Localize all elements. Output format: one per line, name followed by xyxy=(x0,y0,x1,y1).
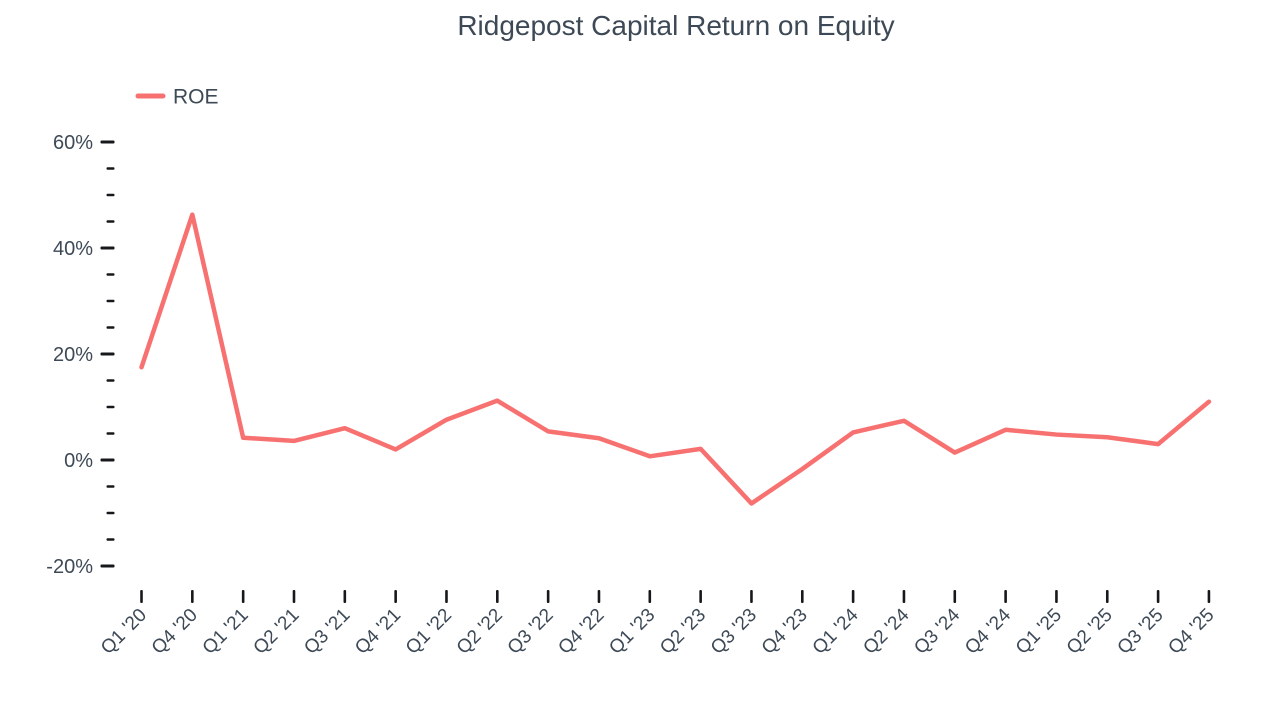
chart-title: Ridgepost Capital Return on Equity xyxy=(457,10,894,41)
x-tick-label: Q1 '25 xyxy=(1012,605,1066,659)
x-tick-label: Q4 '21 xyxy=(351,605,405,659)
y-minor-tick xyxy=(106,485,115,488)
x-tick xyxy=(902,590,906,603)
x-tick xyxy=(648,590,652,603)
x-tick-label: Q4 '24 xyxy=(961,604,1015,658)
x-tick-label: Q1 '24 xyxy=(809,604,863,658)
y-minor-tick xyxy=(106,273,115,276)
y-minor-tick xyxy=(106,220,115,223)
x-tick-label: Q1 '20 xyxy=(97,605,151,659)
x-tick xyxy=(191,590,194,603)
roe-line xyxy=(139,212,1212,506)
y-tick-label: 40% xyxy=(53,238,93,260)
x-tick xyxy=(597,590,601,603)
x-tick xyxy=(140,590,143,603)
legend-label-roe: ROE xyxy=(173,85,219,108)
x-tick xyxy=(546,590,550,603)
y-tick-label: -20% xyxy=(46,556,93,578)
x-tick-label: Q2 '21 xyxy=(250,605,304,659)
y-minor-tick xyxy=(106,511,115,515)
x-tick xyxy=(1156,590,1160,603)
x-tick-label: Q4 '25 xyxy=(1164,605,1218,659)
y-minor-tick xyxy=(106,379,115,382)
x-tick xyxy=(699,590,702,603)
x-tick-label: Q4 '23 xyxy=(758,605,812,659)
y-major-tick xyxy=(100,458,115,462)
y-tick-label: 60% xyxy=(53,132,93,154)
x-tick-label: Q4 '20 xyxy=(148,605,202,659)
x-tick xyxy=(292,590,296,603)
x-tick xyxy=(241,590,245,603)
x-tick xyxy=(953,590,957,603)
y-major-tick xyxy=(100,140,115,144)
x-tick-label: Q1 '22 xyxy=(402,605,456,659)
y-minor-tick xyxy=(106,326,115,329)
plot-area xyxy=(139,212,1212,506)
x-tick xyxy=(1004,590,1007,603)
x-tick-label: Q1 '21 xyxy=(199,605,253,659)
y-major-tick xyxy=(100,246,115,250)
x-tick-label: Q2 '25 xyxy=(1063,605,1117,659)
y-major-tick xyxy=(100,352,115,356)
x-tick xyxy=(445,590,448,603)
y-axis: 60% 40% 20% 0% -20% xyxy=(46,132,115,578)
x-tick xyxy=(343,590,347,603)
y-tick-label: 0% xyxy=(64,450,93,472)
x-tick xyxy=(1207,590,1211,603)
x-tick-label: Q3 '24 xyxy=(910,604,964,658)
x-tick xyxy=(800,590,804,603)
y-major-tick xyxy=(100,564,115,568)
x-tick-label: Q2 '23 xyxy=(656,605,710,659)
legend: ROE xyxy=(135,85,219,108)
x-tick-label: Q3 '25 xyxy=(1114,605,1168,659)
x-tick-label: Q4 '22 xyxy=(554,605,608,659)
x-tick-label: Q2 '22 xyxy=(453,605,507,659)
y-minor-tick xyxy=(106,405,115,409)
x-tick xyxy=(394,590,397,603)
x-tick xyxy=(1055,590,1058,603)
x-tick xyxy=(496,590,499,603)
y-minor-tick xyxy=(106,299,115,303)
y-minor-tick xyxy=(106,538,115,541)
y-minor-tick xyxy=(106,167,115,170)
x-tick xyxy=(750,590,753,603)
y-minor-tick xyxy=(106,432,115,435)
x-tick-label: Q3 '23 xyxy=(707,605,761,659)
x-tick xyxy=(1105,590,1109,603)
x-tick-label: Q3 '21 xyxy=(300,605,354,659)
y-minor-tick xyxy=(106,193,115,197)
x-tick-label: Q2 '24 xyxy=(859,604,913,658)
x-tick-label: Q1 '23 xyxy=(605,605,659,659)
x-tick-label: Q3 '22 xyxy=(504,605,558,659)
y-tick-label: 20% xyxy=(53,344,93,366)
x-tick xyxy=(851,590,855,603)
